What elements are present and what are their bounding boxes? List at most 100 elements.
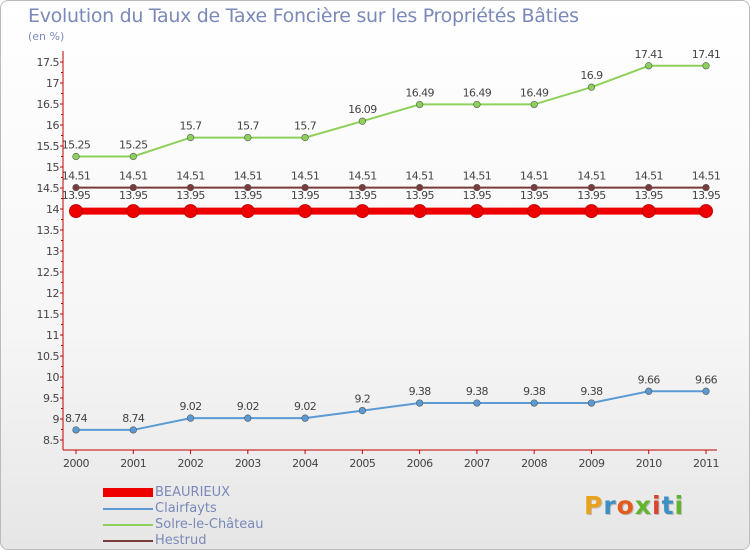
proxiti-logo: Proxiti [584, 491, 684, 520]
y-tick-label: 17 [46, 77, 59, 90]
data-point [473, 183, 481, 192]
y-tick-label: 13.5 [37, 224, 60, 237]
data-label: 13.95 [692, 189, 721, 202]
data-point [641, 204, 656, 219]
data-point [183, 204, 198, 219]
data-label: 9.02 [179, 400, 201, 413]
data-label: 13.95 [62, 189, 91, 202]
data-point [584, 204, 599, 219]
series-hestrud [72, 183, 710, 192]
legend-label: Hestrud [155, 533, 207, 548]
data-point [298, 204, 313, 219]
data-label: 17.41 [692, 48, 721, 61]
x-tick-label: 2007 [464, 457, 490, 470]
series-beaurieux [69, 204, 713, 219]
data-label: 13.95 [520, 189, 549, 202]
data-label: 16.49 [520, 86, 549, 99]
data-point [473, 399, 481, 407]
data-point [358, 407, 366, 415]
data-point [645, 62, 653, 70]
data-label: 14.51 [463, 170, 492, 183]
data-label: 14.51 [520, 170, 549, 183]
chart-title: Evolution du Taux de Taxe Foncière sur l… [28, 5, 579, 27]
x-tick-label: 2003 [235, 457, 261, 470]
data-point [244, 183, 252, 192]
series-layer [69, 62, 713, 434]
data-point [244, 414, 252, 422]
data-point [530, 183, 538, 192]
data-label: 15.7 [237, 120, 260, 133]
data-point [126, 204, 141, 219]
data-label: 16.49 [405, 86, 434, 99]
x-tick-label: 2011 [693, 457, 719, 470]
series-clairfayts [72, 387, 710, 434]
data-label: 14.51 [405, 170, 434, 183]
data-label: 13.95 [577, 189, 606, 202]
data-point [473, 100, 481, 109]
data-label: 9.38 [523, 385, 546, 398]
data-label: 15.25 [119, 139, 148, 152]
data-label: 16.09 [348, 103, 377, 116]
x-tick-label: 2009 [578, 457, 604, 470]
data-label: 13.95 [634, 189, 663, 202]
y-tick-label: 14 [46, 203, 59, 216]
legend-label: BEAURIEUX [155, 485, 231, 500]
x-tick-label: 2000 [63, 457, 89, 470]
y-tick-label: 17.5 [37, 56, 60, 69]
data-point [69, 204, 83, 219]
data-label: 14.51 [291, 170, 320, 183]
y-tick-label: 9.5 [43, 392, 59, 405]
data-point [530, 100, 538, 109]
data-label: 14.51 [577, 170, 606, 183]
data-point [530, 399, 538, 407]
axes: 8.599.51010.51111.51212.51313.51414.5151… [37, 51, 720, 470]
data-point [186, 183, 195, 192]
data-label: 14.51 [234, 170, 263, 183]
data-point [301, 183, 309, 192]
data-point [702, 387, 710, 395]
data-point [416, 399, 424, 407]
data-point [416, 100, 424, 109]
data-label: 14.51 [692, 170, 721, 183]
data-label: 17.41 [634, 48, 663, 61]
data-label: 16.9 [580, 69, 603, 82]
data-point [186, 134, 195, 142]
data-label: 14.51 [634, 170, 663, 183]
y-tick-label: 8.5 [43, 434, 59, 447]
x-tick-label: 2002 [178, 457, 204, 470]
y-tick-label: 16.5 [37, 98, 60, 111]
logo-letter: r [603, 491, 617, 520]
data-point [129, 152, 137, 161]
data-point [416, 183, 424, 192]
data-point [587, 83, 596, 91]
y-tick-label: 15 [46, 161, 59, 174]
data-point [702, 62, 710, 70]
legend-swatch [103, 508, 153, 510]
data-point [301, 414, 309, 422]
y-tick-label: 14.5 [37, 182, 60, 195]
x-tick-label: 2001 [120, 457, 146, 470]
data-label: 9.02 [237, 400, 259, 413]
x-tick-label: 2010 [636, 457, 662, 470]
data-label: 14.51 [348, 170, 377, 183]
data-point [527, 204, 542, 219]
series-solre-le-ch-teau [72, 62, 710, 161]
data-point [699, 204, 713, 219]
data-point [702, 183, 710, 192]
legend-label: Solre-le-Château [155, 517, 264, 532]
y-tick-label: 13 [46, 245, 59, 258]
data-labels-layer: 13.95 13.95 13.95 13.95 13.95 13.95 13.95 13.95… [62, 48, 722, 425]
data-point [72, 152, 80, 161]
legend-swatch [103, 488, 153, 497]
series-line [76, 64, 706, 158]
data-label: 9.38 [409, 385, 432, 398]
data-label: 8.74 [65, 412, 88, 425]
legend-label: Clairfayts [155, 501, 217, 516]
data-label: 9.02 [294, 400, 316, 413]
data-point [301, 134, 309, 142]
data-label: 9.2 [355, 393, 371, 406]
data-label: 15.25 [62, 139, 91, 152]
data-label: 9.38 [466, 385, 489, 398]
